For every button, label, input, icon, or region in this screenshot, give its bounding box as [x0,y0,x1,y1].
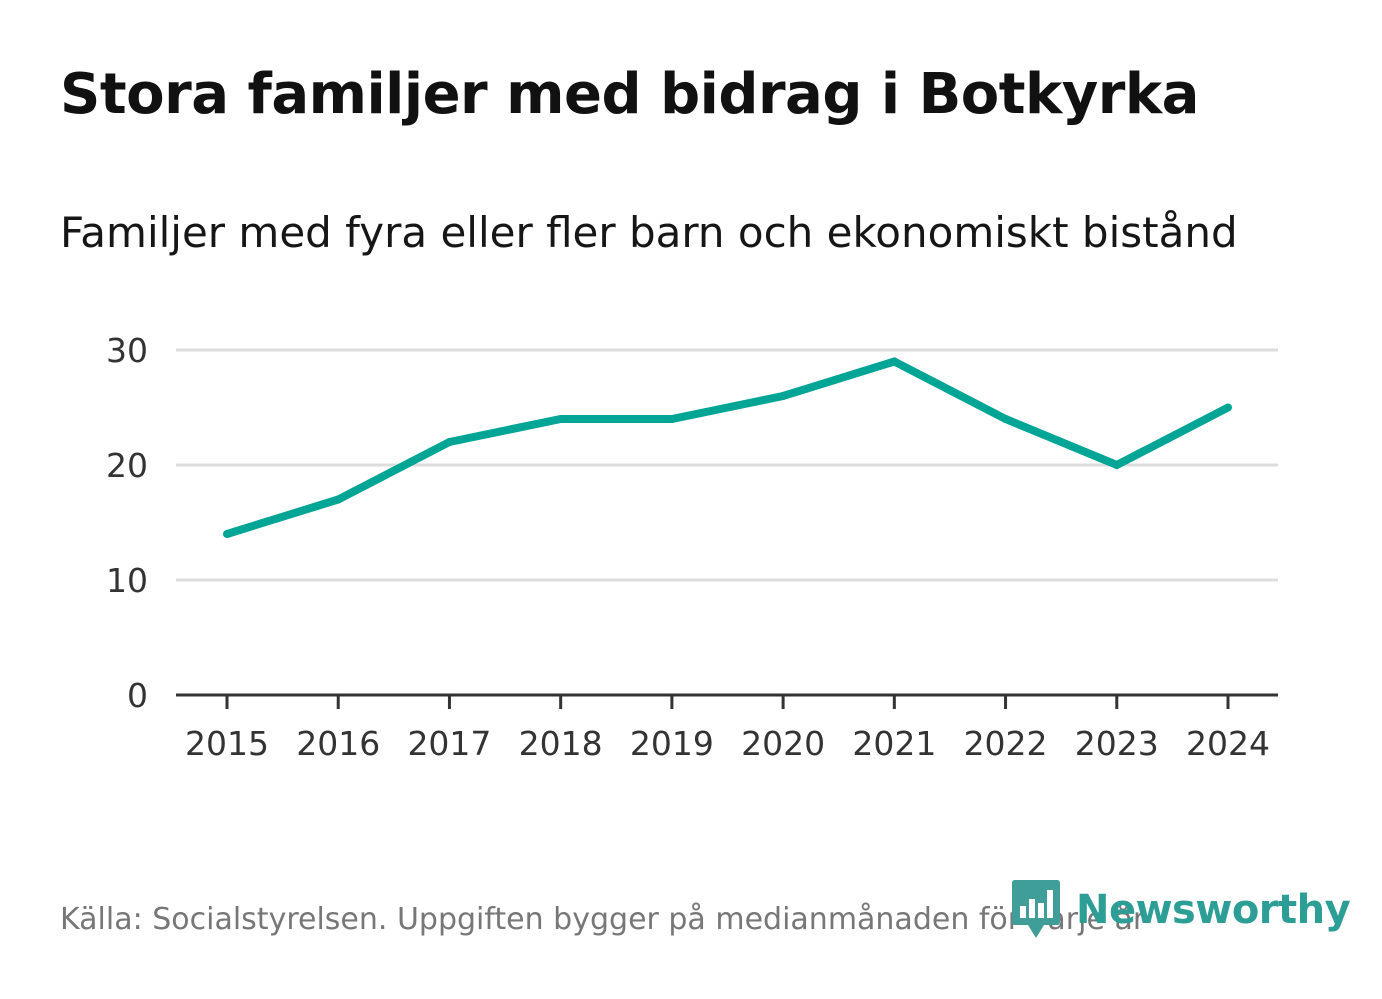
source-note: Källa: Socialstyrelsen. Uppgiften bygger… [60,902,1146,937]
data-point-2020 [779,392,788,400]
y-tick-label-0: 0 [127,676,148,715]
y-tick-labels: 0 10 20 30 [106,331,148,715]
newsworthy-logo-icon [1012,880,1060,938]
x-tick-label-2023: 2023 [1075,724,1159,763]
data-point-2016 [334,495,343,504]
x-tick-label-2015: 2015 [185,724,269,763]
brand-name: Newsworthy [1076,887,1351,933]
data-point-2017 [445,438,454,446]
data-point-2022 [1001,415,1010,423]
x-tick-label-2020: 2020 [741,724,825,763]
data-point-2019 [667,415,676,423]
chart-title: Stora familjer med bidrag i Botkyrka [60,62,1199,127]
y-tick-label-10: 10 [106,561,148,600]
data-point-2021 [890,357,899,366]
y-tick-label-30: 30 [106,331,148,370]
y-gridlines [176,348,1278,582]
x-tick-label-2019: 2019 [630,724,714,763]
chart-subtitle: Familjer med fyra eller fler barn och ek… [60,208,1238,257]
x-tick-label-2018: 2018 [519,724,603,763]
data-point-2018 [556,415,565,423]
x-tick-marks [225,695,1230,709]
y-tick-label-20: 20 [106,446,148,485]
data-point-2024 [1224,403,1232,412]
brand-logo-group: Newsworthy [1010,878,1351,942]
x-tick-labels: 2015 2016 2017 2018 2019 2020 2021 2022 2023 2024 [185,724,1270,763]
data-point-2023 [1112,461,1121,469]
data-point-2015 [223,530,231,538]
x-tick-label-2016: 2016 [296,724,380,763]
series-line-0 [225,357,1230,538]
x-tick-label-2021: 2021 [852,724,936,763]
x-tick-label-2022: 2022 [964,724,1048,763]
series-lines [223,357,1232,538]
x-tick-label-2024: 2024 [1186,724,1270,763]
x-tick-label-2017: 2017 [407,724,491,763]
